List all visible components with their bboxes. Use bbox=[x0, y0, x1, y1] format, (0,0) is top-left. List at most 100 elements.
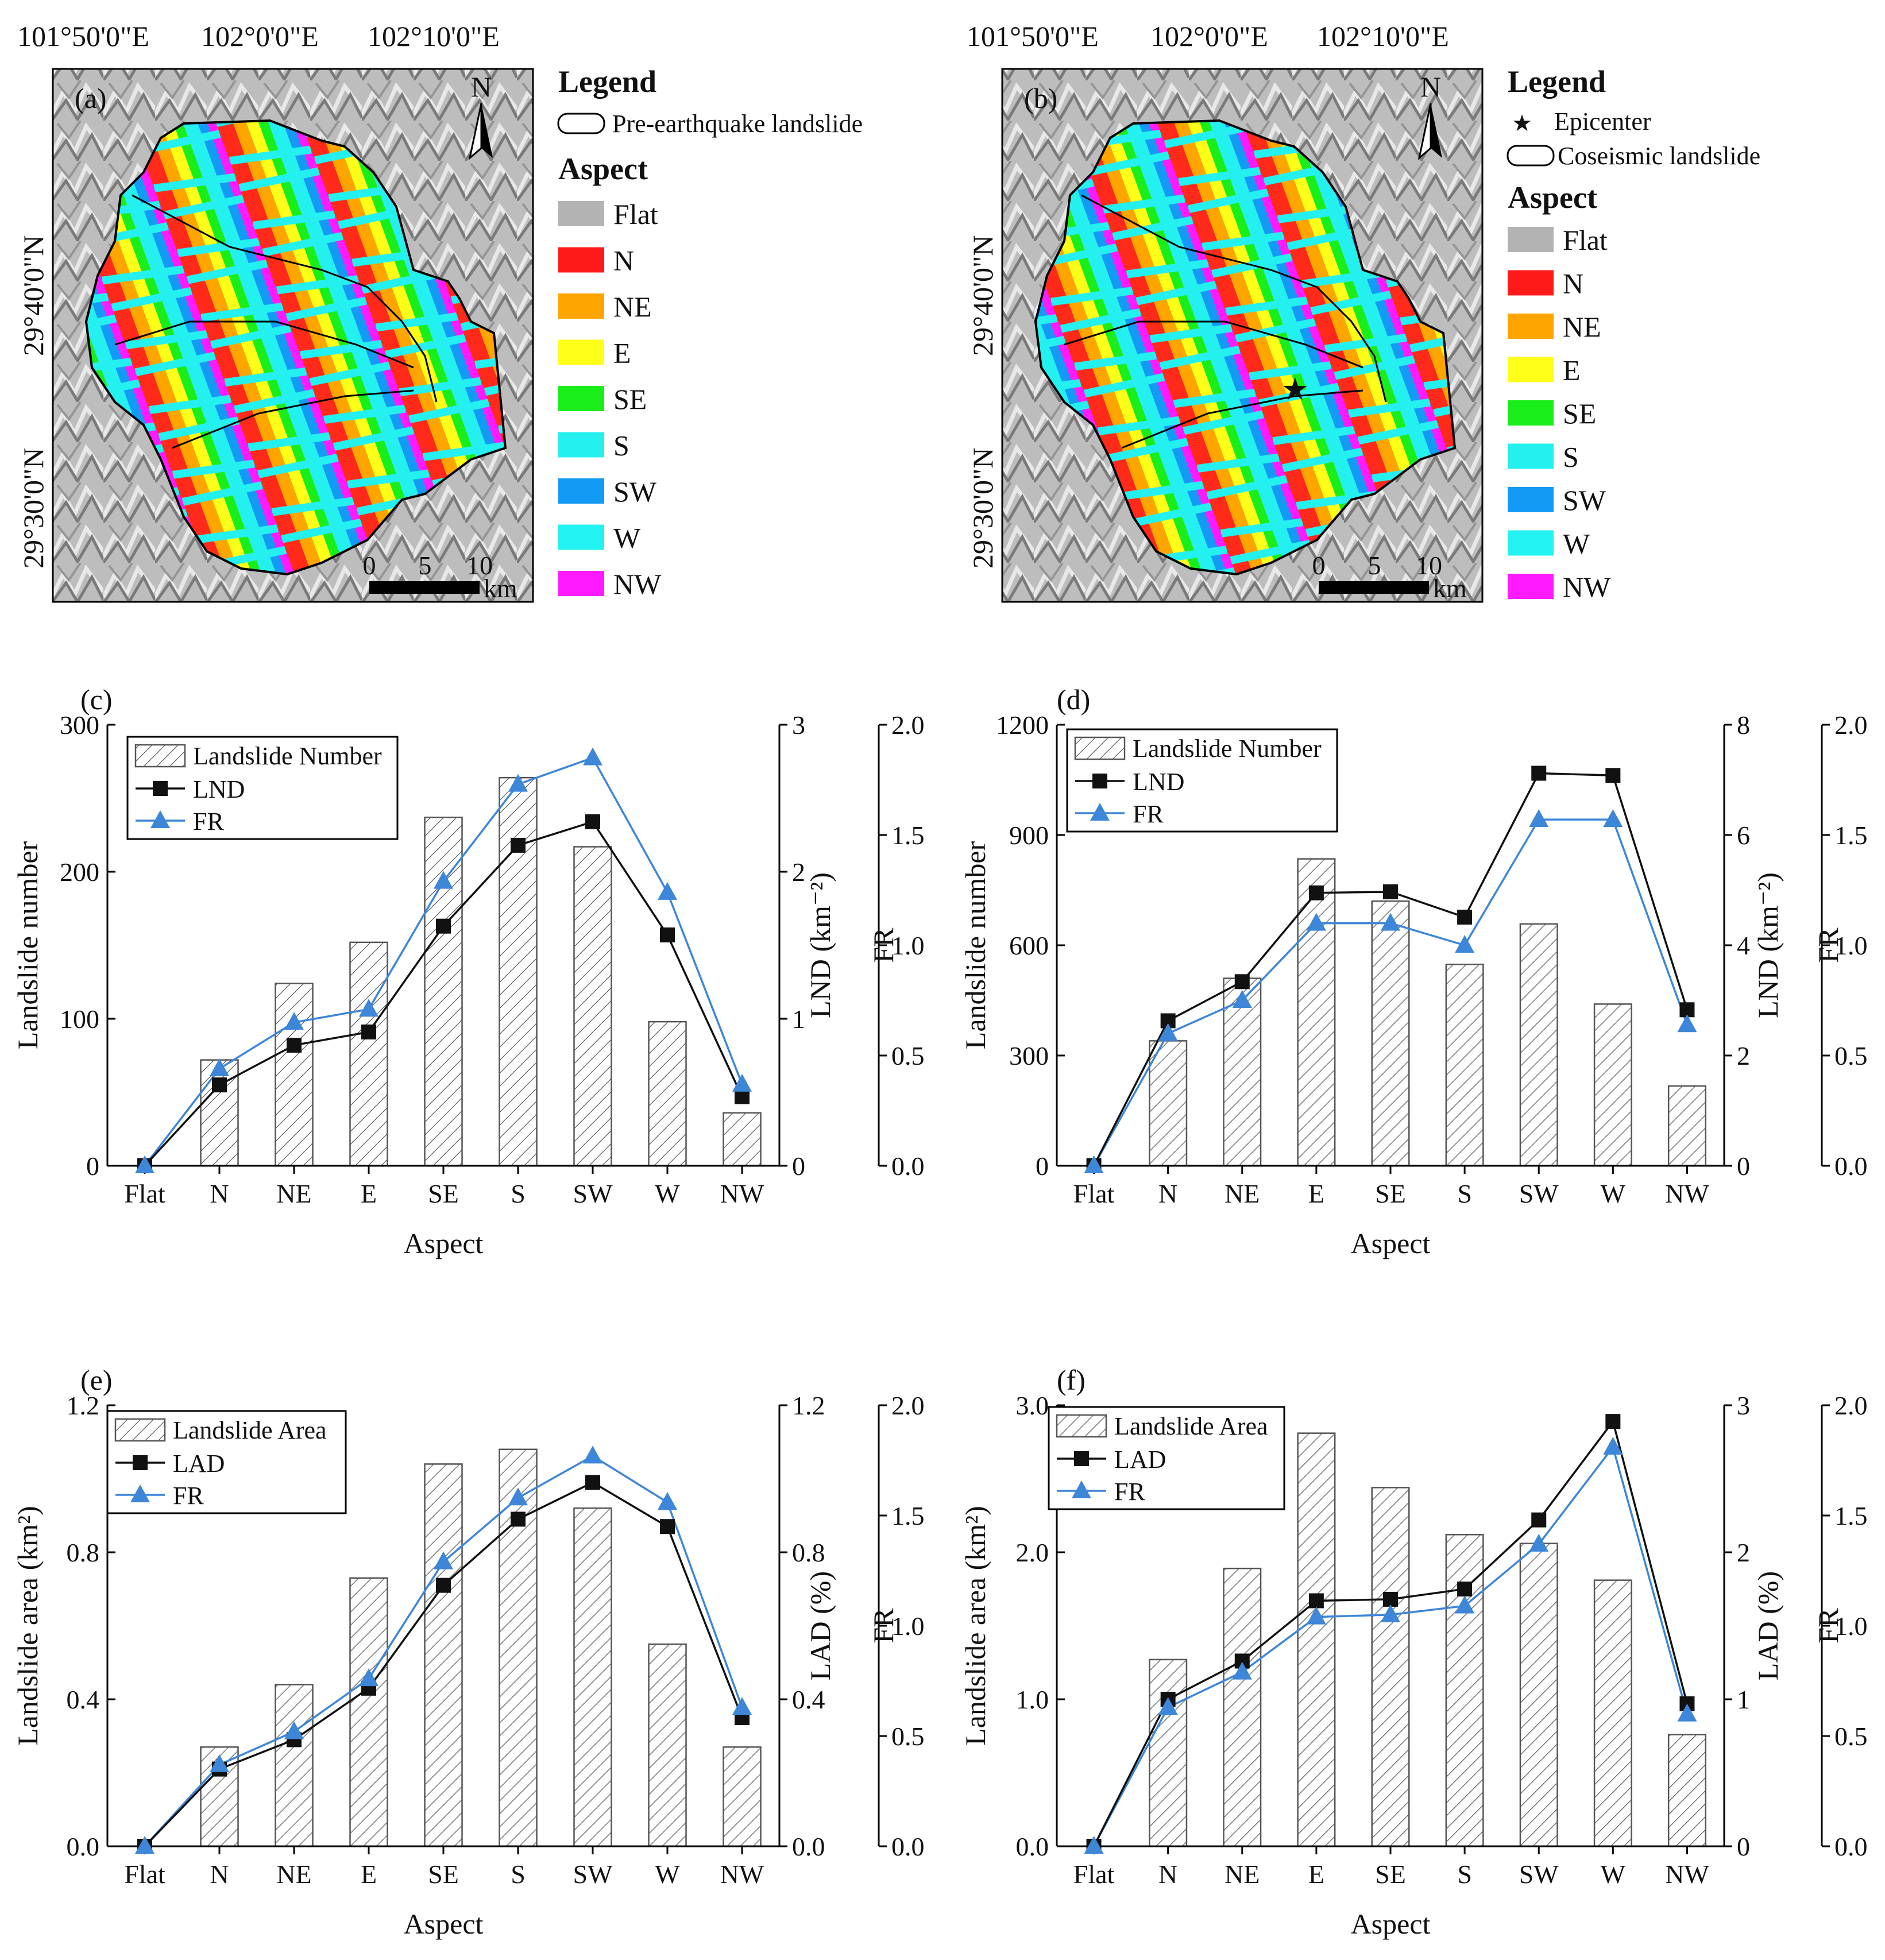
map-top-coord: 102°10'0"E bbox=[1317, 20, 1449, 52]
x-tick-label: E bbox=[1308, 1179, 1324, 1208]
bar bbox=[573, 846, 612, 1167]
y-tick-label: 900 bbox=[1009, 821, 1049, 850]
epicenter-icon: ★ bbox=[1281, 372, 1309, 407]
aspect-swatch bbox=[558, 571, 604, 596]
y3-tick-label: 1.0 bbox=[891, 931, 925, 960]
fr-point bbox=[658, 1491, 677, 1510]
panel-label: (d) bbox=[1057, 683, 1090, 716]
drainage-lines bbox=[114, 194, 438, 449]
x-tick-label: Flat bbox=[124, 1179, 165, 1208]
aspect-class-label: N bbox=[1563, 268, 1583, 300]
aspect-swatch bbox=[1508, 227, 1554, 252]
fr-point bbox=[359, 1668, 378, 1687]
y2-tick-label: 0.4 bbox=[792, 1685, 825, 1714]
y-tick-label: 300 bbox=[1009, 1041, 1049, 1070]
fr-point bbox=[1232, 1661, 1252, 1680]
chart-legend: Landslide Area LAD FR bbox=[1048, 1406, 1285, 1510]
density-point bbox=[287, 1038, 302, 1053]
map-side-coord: 29°40'0"N bbox=[17, 235, 49, 356]
y-tick-label: 100 bbox=[60, 1004, 99, 1034]
aspect-class-label: NE bbox=[613, 291, 652, 323]
scale-bar: 0 5 10 km bbox=[1312, 551, 1467, 603]
y3-tick-label: 1.0 bbox=[891, 1611, 925, 1641]
y3-tick-label: 0.5 bbox=[1834, 1041, 1868, 1070]
y3-axis-title: FR bbox=[1812, 1608, 1844, 1644]
legend-item-label: Epicenter bbox=[1554, 107, 1651, 136]
y3-tick-label: 0.5 bbox=[891, 1041, 925, 1070]
legend-density-marker bbox=[1092, 774, 1107, 788]
bar bbox=[349, 1577, 388, 1847]
fr-point bbox=[1529, 809, 1549, 828]
density-point bbox=[1531, 766, 1547, 781]
aspect-swatch bbox=[1508, 530, 1554, 556]
density-point bbox=[1308, 1593, 1324, 1609]
x-tick-label: E bbox=[361, 1860, 377, 1889]
fr-point bbox=[1306, 1606, 1326, 1625]
y-tick-label: 1.2 bbox=[67, 1391, 100, 1420]
aspect-class-label: W bbox=[1563, 528, 1590, 560]
bar bbox=[275, 983, 314, 1167]
study-area-aspect bbox=[84, 119, 507, 576]
outline-symbol bbox=[557, 113, 605, 134]
legend-fr-marker bbox=[1072, 1480, 1091, 1498]
aspect-legend: Flat N NE E SE S SW W NW bbox=[558, 198, 662, 600]
map-top-coord: 102°0'0"E bbox=[1150, 20, 1268, 52]
y2-tick-label: 1.2 bbox=[792, 1391, 825, 1420]
density-point bbox=[1383, 1591, 1398, 1607]
bar bbox=[424, 1463, 463, 1847]
map-panel-label: (b) bbox=[1024, 82, 1057, 114]
y3-tick-label: 1.5 bbox=[1834, 821, 1868, 850]
fr-point bbox=[210, 1058, 229, 1077]
density-point bbox=[436, 918, 451, 934]
legend-fr-marker bbox=[130, 1485, 150, 1502]
fr-point bbox=[1529, 1533, 1549, 1552]
bar bbox=[1519, 1543, 1558, 1847]
scale-value: 10 bbox=[466, 551, 493, 580]
y3-tick-label: 1.0 bbox=[1834, 1611, 1868, 1641]
north-arrow: N bbox=[468, 71, 493, 160]
aspect-swatch bbox=[1508, 487, 1554, 512]
bar bbox=[1149, 1040, 1188, 1167]
legend-bar-swatch bbox=[114, 1418, 166, 1442]
drainage-lines bbox=[1064, 194, 1387, 449]
y3-tick-label: 1.5 bbox=[1834, 1501, 1868, 1530]
bar bbox=[723, 1746, 762, 1847]
y-tick-label: 2.0 bbox=[1016, 1538, 1049, 1567]
fr-point bbox=[1306, 913, 1326, 931]
legend-label: FR bbox=[1114, 1478, 1145, 1506]
y2-tick-label: 6 bbox=[1737, 821, 1750, 850]
map-side-coord: 29°40'0"N bbox=[967, 235, 999, 356]
x-axis-title: Aspect bbox=[404, 1908, 484, 1940]
legend-item-label: Pre-earthquake landslide bbox=[612, 110, 863, 138]
y3-axis-title: FR bbox=[1812, 927, 1844, 963]
fr-point bbox=[1158, 1697, 1178, 1715]
density-point bbox=[1308, 885, 1324, 900]
x-tick-label: NE bbox=[1225, 1179, 1260, 1208]
x-tick-label: NW bbox=[1665, 1179, 1709, 1208]
aspect-swatch bbox=[1508, 314, 1554, 339]
y-tick-label: 200 bbox=[60, 857, 99, 887]
y-tick-label: 0.0 bbox=[67, 1832, 100, 1861]
aspect-swatch bbox=[558, 247, 604, 273]
aspect-class-label: NE bbox=[1563, 311, 1601, 343]
scale-value: 5 bbox=[419, 551, 432, 580]
y2-tick-label: 4 bbox=[1737, 931, 1750, 960]
fr-point bbox=[583, 747, 602, 766]
y-tick-label: 0.0 bbox=[1016, 1832, 1049, 1861]
y-axis-title: Landslide area (km²) bbox=[11, 1506, 44, 1746]
y2-tick-label: 2 bbox=[1737, 1538, 1750, 1567]
y3-tick-label: 2.0 bbox=[1834, 1391, 1868, 1420]
x-tick-label: S bbox=[511, 1860, 526, 1889]
y2-tick-label: 0.8 bbox=[792, 1538, 825, 1567]
density-point bbox=[1457, 910, 1473, 925]
y3-tick-label: 2.0 bbox=[891, 710, 925, 740]
x-tick-label: Flat bbox=[124, 1860, 165, 1889]
x-tick-label: NW bbox=[720, 1860, 764, 1889]
y3-tick-label: 0.5 bbox=[891, 1722, 925, 1751]
legend-fr-marker bbox=[1090, 803, 1110, 821]
bar bbox=[1297, 858, 1336, 1167]
north-arrow-label: N bbox=[1420, 71, 1441, 103]
chart-legend: Landslide Number LND FR bbox=[126, 736, 399, 840]
x-tick-label: W bbox=[655, 1179, 680, 1208]
